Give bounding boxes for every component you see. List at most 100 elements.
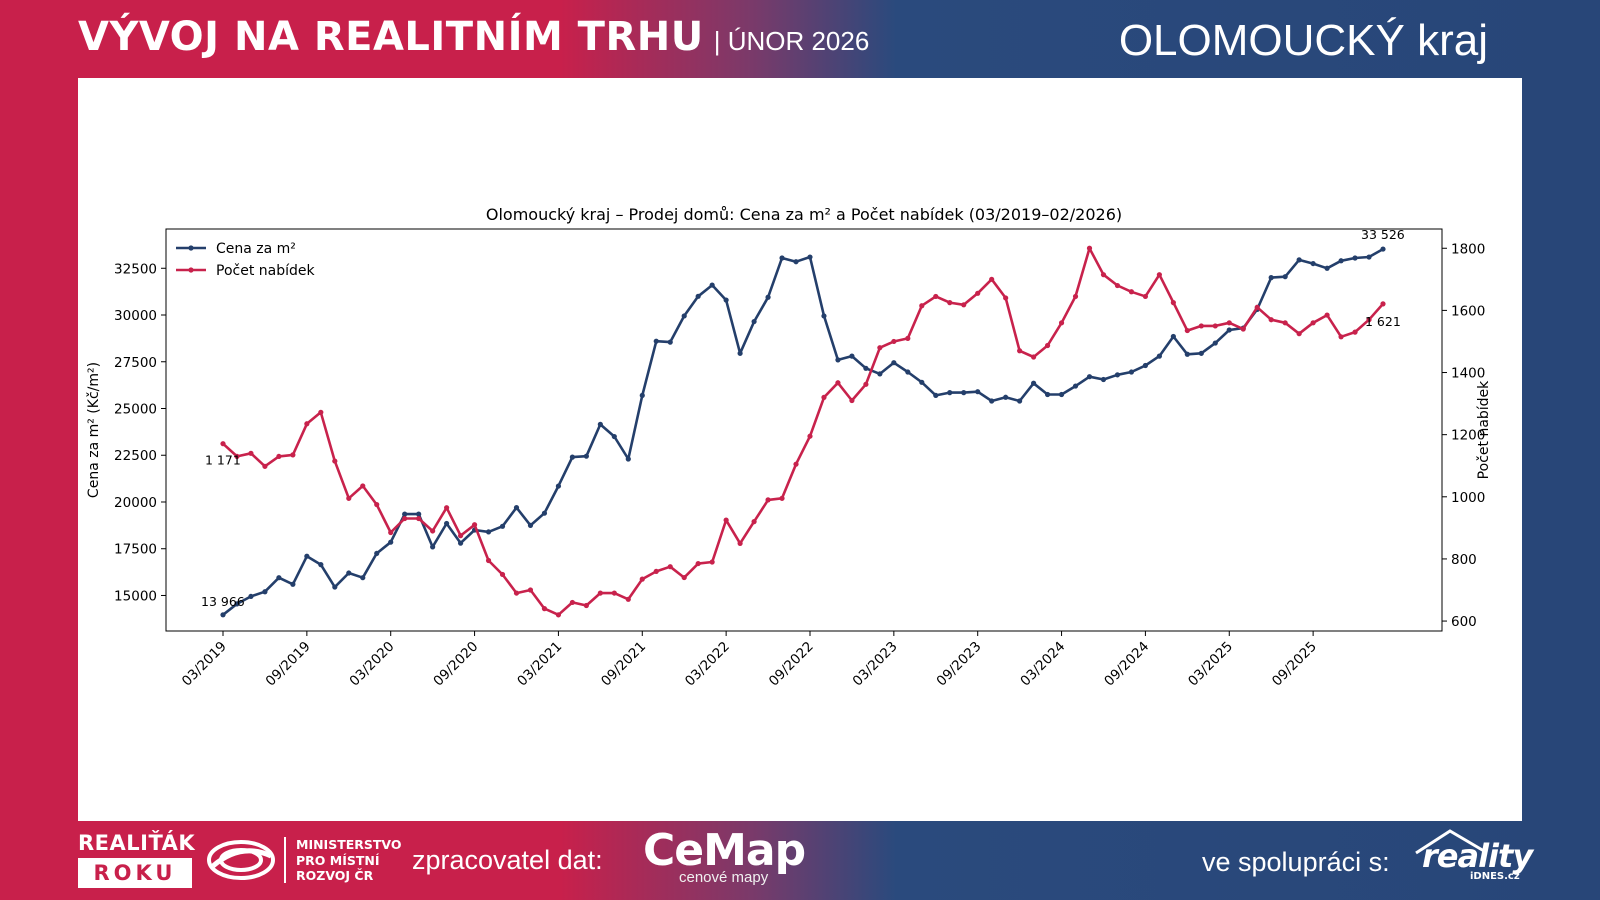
data-point [499, 523, 506, 529]
data-point [1031, 354, 1037, 360]
data-point [248, 593, 254, 600]
data-point [290, 452, 296, 458]
y2-tick-label: 1800 [1451, 241, 1485, 257]
data-point [374, 550, 380, 557]
data-point [1072, 293, 1079, 300]
x-tick-label: 09/2022 [766, 639, 817, 690]
cemap-logo-subtitle: cenové mapy [679, 869, 769, 886]
ministry-line-2: PRO MÍSTNÍ [296, 852, 380, 868]
data-point [821, 394, 827, 400]
data-point [835, 380, 841, 386]
data-point [1296, 257, 1302, 263]
data-point [220, 441, 226, 447]
ministry-line-3: ROZVOJ ČR [296, 868, 374, 883]
y2-tick-label: 1600 [1451, 303, 1485, 319]
realitak-roku-badge: REALIŤÁK ROKU [78, 831, 195, 888]
data-point [947, 300, 953, 306]
data-point [625, 456, 631, 462]
data-point [919, 379, 925, 385]
y-tick-label: 20000 [114, 495, 157, 511]
data-point [1282, 320, 1288, 326]
y2-tick-label: 1000 [1451, 490, 1485, 506]
data-point [485, 529, 492, 535]
data-processor-label: zpracovatel dat: [412, 845, 603, 875]
data-point [1310, 320, 1316, 326]
x-tick-label: 03/2022 [682, 639, 733, 690]
data-point [416, 515, 422, 522]
offers-start-label: 1 171 [205, 453, 241, 468]
legend-marker [188, 267, 194, 273]
data-point [1086, 245, 1093, 251]
data-point [457, 540, 464, 546]
ministry-divider [284, 837, 286, 883]
data-point [276, 453, 282, 460]
data-point [1170, 300, 1176, 306]
data-point [709, 559, 715, 565]
data-point [569, 599, 575, 606]
data-point [444, 505, 450, 511]
data-point [807, 433, 813, 439]
data-point [905, 369, 911, 375]
y-axis-label: Cena za m² (Kč/m²) [86, 362, 102, 498]
data-point [416, 511, 422, 517]
data-point [1226, 320, 1232, 326]
data-point [793, 259, 799, 265]
data-point [695, 293, 701, 299]
data-point [513, 590, 520, 596]
data-point [1282, 274, 1288, 280]
data-point [1352, 255, 1358, 261]
data-point [989, 276, 995, 282]
data-point [485, 557, 492, 564]
data-point [919, 303, 925, 309]
price-end-label: 33 526 [1361, 227, 1405, 242]
data-point [1212, 340, 1218, 346]
data-point [1100, 272, 1107, 278]
y-tick-label: 27500 [114, 355, 157, 371]
y-tick-label: 15000 [114, 588, 157, 604]
data-point [430, 528, 436, 534]
data-point [1310, 260, 1316, 267]
data-point [1198, 350, 1204, 356]
data-point [402, 515, 408, 522]
data-point [1156, 353, 1162, 359]
legend-label: Počet nabídek [216, 263, 315, 279]
data-point [444, 520, 450, 527]
reality-idnes-logo: reality iDNES.cz [1410, 827, 1533, 887]
data-point [1366, 254, 1372, 260]
page-subtitle: | ÚNOR 2026 [713, 26, 870, 56]
data-point [388, 539, 394, 545]
data-point [765, 497, 771, 503]
data-point [723, 517, 729, 523]
series-line-offers [222, 247, 1384, 617]
data-point [737, 540, 743, 546]
ministry-logo-icon [207, 840, 275, 880]
data-point [765, 294, 771, 300]
data-point [863, 365, 869, 371]
data-point [611, 590, 617, 596]
footer: REALIŤÁK ROKU MINISTERSTVO PRO MÍSTNÍ RO… [0, 821, 1600, 900]
data-point [1254, 304, 1260, 310]
data-point [1170, 333, 1176, 340]
x-tick-label: 03/2023 [850, 639, 901, 690]
data-point [961, 390, 967, 396]
x-tick-label: 09/2020 [430, 639, 481, 690]
ministry-name: MINISTERSTVO PRO MÍSTNÍ ROZVOJ ČR [296, 837, 402, 884]
cemap-logo-text: CeMap [643, 825, 806, 876]
data-point [457, 533, 464, 539]
y-tick-label: 30000 [114, 308, 157, 324]
data-point [933, 392, 939, 399]
data-point [751, 318, 757, 325]
data-point [1184, 351, 1190, 357]
data-point [947, 390, 953, 396]
data-point [1380, 246, 1386, 252]
series-line-price [222, 247, 1384, 616]
data-point [877, 371, 883, 377]
data-point [541, 510, 548, 516]
data-point [332, 584, 338, 590]
data-point [821, 313, 827, 319]
data-point [681, 313, 687, 319]
price-start-label: 13 966 [201, 594, 245, 609]
data-point [374, 501, 380, 508]
plot-frame [165, 228, 1443, 632]
data-point [1031, 380, 1037, 386]
